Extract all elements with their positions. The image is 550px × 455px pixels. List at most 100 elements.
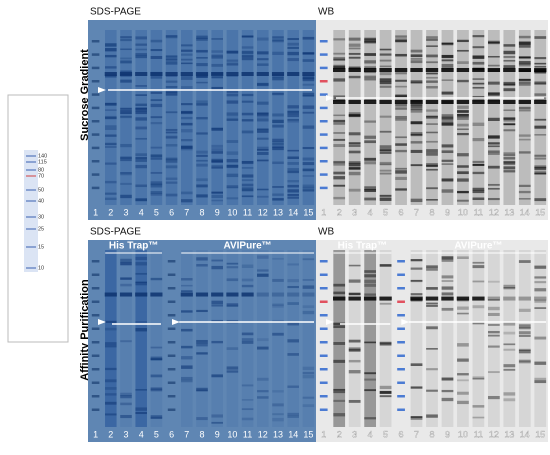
band	[257, 195, 269, 198]
band	[105, 116, 117, 120]
lane	[348, 250, 361, 427]
band	[226, 371, 239, 374]
band	[487, 312, 500, 316]
band	[120, 38, 132, 42]
band	[534, 62, 547, 65]
band	[518, 81, 531, 84]
band	[226, 117, 239, 121]
band	[518, 78, 531, 81]
band	[211, 50, 223, 53]
band	[518, 190, 531, 194]
main-band	[333, 100, 346, 104]
band	[135, 321, 147, 323]
band	[272, 119, 284, 124]
lane	[287, 250, 299, 427]
band	[364, 372, 377, 375]
band	[211, 191, 223, 194]
band	[302, 105, 315, 109]
ladder-band	[167, 300, 176, 303]
band	[302, 374, 315, 379]
band	[534, 93, 547, 96]
band	[534, 166, 547, 171]
ladder-band	[319, 287, 328, 290]
band	[395, 35, 407, 38]
band	[333, 162, 346, 166]
band	[364, 38, 377, 42]
main-band	[503, 296, 516, 301]
main-band	[394, 68, 408, 72]
band	[226, 368, 239, 372]
band	[503, 88, 516, 92]
band	[379, 78, 392, 80]
lane	[120, 30, 132, 205]
band	[241, 408, 254, 411]
main-band	[363, 100, 377, 104]
lane-number: 4	[139, 429, 144, 439]
band	[457, 373, 469, 376]
main-band	[256, 292, 269, 297]
lane-number: 9	[215, 429, 220, 439]
band	[302, 157, 315, 161]
band	[257, 377, 269, 381]
band	[348, 279, 361, 283]
band	[120, 172, 132, 176]
band	[302, 189, 315, 192]
band	[441, 178, 454, 182]
band	[395, 39, 407, 43]
band	[241, 55, 254, 58]
band	[364, 120, 377, 123]
band	[196, 309, 208, 313]
band	[272, 92, 284, 96]
ladder-band	[91, 120, 100, 123]
band	[379, 342, 392, 346]
band	[211, 56, 223, 59]
band	[472, 305, 485, 309]
band	[348, 47, 361, 50]
band	[441, 280, 454, 282]
band	[302, 111, 315, 114]
main-band	[241, 292, 254, 297]
band	[135, 164, 147, 169]
ladder-band	[397, 368, 405, 371]
band	[105, 109, 117, 111]
band	[333, 196, 346, 200]
band	[135, 52, 147, 56]
band	[150, 415, 163, 419]
main-band	[104, 72, 117, 76]
band	[211, 259, 223, 262]
band	[410, 121, 423, 124]
band	[395, 136, 407, 139]
band	[135, 262, 147, 266]
band	[105, 54, 117, 58]
band	[472, 160, 485, 163]
band	[379, 79, 392, 82]
band	[287, 322, 299, 326]
band	[472, 138, 485, 142]
band	[410, 49, 423, 53]
band	[302, 371, 315, 375]
band	[534, 198, 547, 202]
band	[226, 303, 239, 307]
main-band	[256, 72, 269, 76]
band	[426, 164, 438, 167]
lane-number: 2	[108, 429, 113, 439]
lane-number: 14	[288, 429, 298, 439]
band	[410, 149, 423, 153]
band	[287, 285, 299, 289]
lane	[241, 30, 254, 205]
band	[395, 95, 407, 97]
band	[181, 191, 193, 195]
band	[120, 60, 132, 64]
lane-number: 15	[535, 429, 545, 439]
band	[287, 168, 299, 172]
band	[534, 165, 547, 168]
band	[165, 159, 178, 163]
band	[426, 39, 438, 41]
band	[287, 279, 299, 283]
main-band	[348, 296, 361, 301]
band	[441, 79, 454, 81]
main-band	[195, 72, 209, 76]
band	[518, 35, 531, 39]
band	[120, 395, 132, 399]
band	[226, 140, 239, 143]
